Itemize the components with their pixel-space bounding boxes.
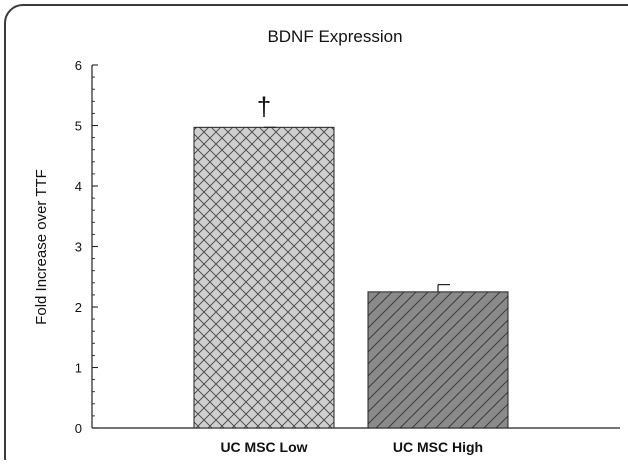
y-tick-label: 5 [75, 119, 82, 134]
y-axis: 0 1 2 3 4 5 6 [75, 58, 620, 436]
x-tick-label: UC MSC High [393, 439, 483, 455]
outer-border [4, 4, 628, 465]
significance-dagger: † [257, 91, 271, 121]
y-axis-label: Fold Increase over TTF [33, 169, 50, 325]
y-tick-label: 6 [75, 58, 82, 73]
x-tick-label: UC MSC Low [220, 439, 307, 455]
x-axis-labels: UC MSC Low UC MSC High [220, 439, 483, 455]
bar [367, 291, 509, 429]
bars-group: † [193, 91, 509, 429]
bar [193, 126, 335, 429]
y-tick-label: 4 [75, 179, 82, 194]
y-tick-label: 3 [75, 240, 82, 255]
y-tick-label: 2 [75, 300, 82, 315]
y-tick-label: 0 [75, 421, 82, 436]
chart-title: BDNF Expression [267, 27, 402, 46]
y-tick-label: 1 [75, 361, 82, 376]
